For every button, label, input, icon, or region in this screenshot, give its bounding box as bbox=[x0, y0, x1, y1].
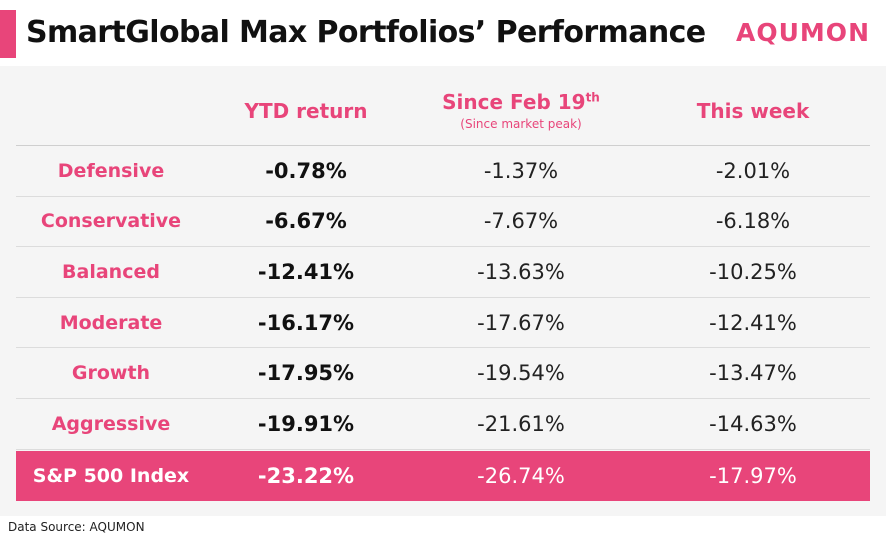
since-value: -1.37% bbox=[483, 158, 559, 183]
benchmark-week-value: -17.97% bbox=[709, 463, 797, 488]
since-value: -21.61% bbox=[477, 411, 565, 436]
brand-logo: AQUMON bbox=[736, 18, 870, 47]
ytd-value: -19.91% bbox=[257, 411, 355, 436]
column-header-ytd: YTD return bbox=[244, 98, 368, 123]
row-label: Aggressive bbox=[51, 412, 171, 435]
since-value: -13.63% bbox=[477, 259, 565, 284]
performance-table: YTD return Since Feb 19th (Since market … bbox=[16, 76, 870, 501]
week-value: -6.18% bbox=[715, 209, 791, 234]
table-row: Moderate -16.17% -17.67% -12.41% bbox=[16, 298, 870, 349]
column-header-since: Since Feb 19th (Since market peak) bbox=[406, 90, 636, 132]
week-value: -12.41% bbox=[709, 310, 797, 335]
row-label: Growth bbox=[71, 362, 151, 385]
since-label-sup: th bbox=[585, 89, 600, 104]
header: SmartGlobal Max Portfolios’ Performance … bbox=[0, 0, 886, 66]
week-value: -2.01% bbox=[715, 158, 791, 183]
data-source-note: Data Source: AQUMON bbox=[8, 520, 145, 534]
week-value: -14.63% bbox=[709, 411, 797, 436]
benchmark-label: S&P 500 Index bbox=[32, 464, 190, 487]
table-row: Conservative -6.67% -7.67% -6.18% bbox=[16, 197, 870, 248]
accent-bar bbox=[0, 10, 16, 58]
since-sublabel: (Since market peak) bbox=[460, 116, 582, 131]
ytd-value: -6.67% bbox=[265, 209, 347, 234]
page-title: SmartGlobal Max Portfolios’ Performance bbox=[26, 15, 706, 50]
table-row: Growth -17.95% -19.54% -13.47% bbox=[16, 348, 870, 399]
ytd-value: -12.41% bbox=[257, 259, 355, 284]
table-panel bbox=[0, 66, 886, 516]
table-header-row: YTD return Since Feb 19th (Since market … bbox=[16, 76, 870, 146]
since-value: -19.54% bbox=[477, 361, 565, 386]
since-label: Since Feb 19 bbox=[442, 89, 586, 114]
benchmark-since-value: -26.74% bbox=[477, 463, 565, 488]
ytd-value: -17.95% bbox=[257, 361, 355, 386]
week-value: -13.47% bbox=[709, 361, 797, 386]
table-row: Aggressive -19.91% -21.61% -14.63% bbox=[16, 399, 870, 450]
ytd-value: -0.78% bbox=[265, 158, 347, 183]
week-value: -10.25% bbox=[709, 259, 797, 284]
row-label: Conservative bbox=[40, 210, 182, 233]
row-label: Balanced bbox=[62, 260, 160, 283]
row-label: Defensive bbox=[57, 159, 165, 182]
benchmark-row: S&P 500 Index -23.22% -26.74% -17.97% bbox=[16, 450, 870, 501]
benchmark-ytd-value: -23.22% bbox=[257, 463, 355, 488]
since-value: -17.67% bbox=[477, 310, 565, 335]
ytd-value: -16.17% bbox=[257, 310, 355, 335]
table-row: Balanced -12.41% -13.63% -10.25% bbox=[16, 247, 870, 298]
since-value: -7.67% bbox=[483, 209, 559, 234]
table-row: Defensive -0.78% -1.37% -2.01% bbox=[16, 146, 870, 197]
row-label: Moderate bbox=[59, 311, 163, 334]
column-header-week: This week bbox=[696, 98, 810, 123]
